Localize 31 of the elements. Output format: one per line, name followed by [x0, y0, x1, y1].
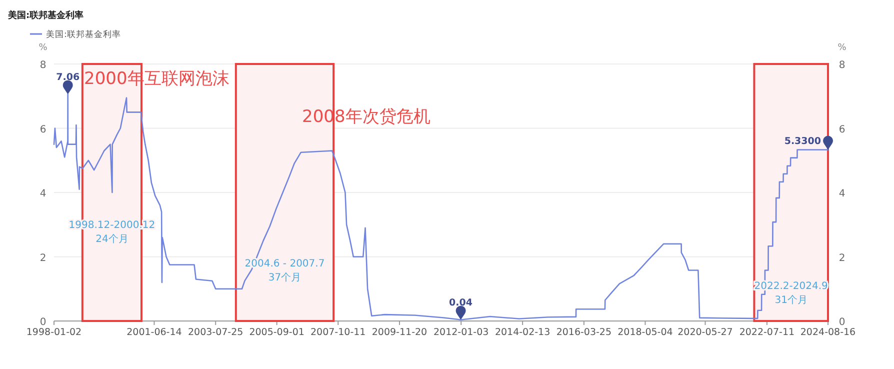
x-tick-label: 2018-05-04	[618, 327, 673, 338]
x-tick-label: 2014-02-13	[494, 327, 550, 338]
annotation: 0.04	[449, 298, 473, 309]
y-tick-label: 2	[40, 252, 46, 264]
x-tick-label: 1998-01-02	[26, 327, 82, 338]
y2-tick-label: 4	[838, 188, 846, 200]
y-axis-title: %	[38, 43, 48, 53]
chart-title: 美国:联邦基金利率	[7, 10, 84, 21]
x-tick-label: 2001-06-14	[126, 327, 182, 338]
y2-tick-label: 6	[838, 124, 846, 136]
y2-axis-title: %	[838, 43, 847, 53]
x-tick-label: 2003-07-25	[188, 327, 244, 338]
y-tick-label: 6	[40, 124, 46, 136]
y2-tick-label: 0	[838, 317, 846, 328]
legend: 美国:联邦基金利率	[30, 30, 121, 40]
legend-label: 美国:联邦基金利率	[46, 29, 121, 40]
x-tick-label: 2022-07-11	[739, 327, 795, 338]
y-tick-label: 0	[40, 317, 46, 328]
annotation: 7.06	[56, 72, 80, 84]
y-tick-label: 8	[40, 60, 46, 71]
x-tick-label: 2020-05-27	[678, 327, 733, 338]
x-tick-label: 2016-03-25	[556, 327, 612, 338]
annotation: 5.3300	[784, 136, 822, 147]
y2-tick-label: 2	[838, 252, 846, 264]
x-tick-label: 2024-08-16	[800, 327, 856, 338]
x-tick-label: 2009-11-20	[372, 327, 428, 338]
y-tick-label: 4	[40, 188, 46, 200]
x-tick-label: 2005-09-01	[249, 327, 304, 338]
x-tick-label: 2012-01-03	[433, 327, 489, 338]
y2-tick-label: 8	[838, 60, 846, 71]
x-tick-label: 2007-10-11	[310, 327, 366, 338]
